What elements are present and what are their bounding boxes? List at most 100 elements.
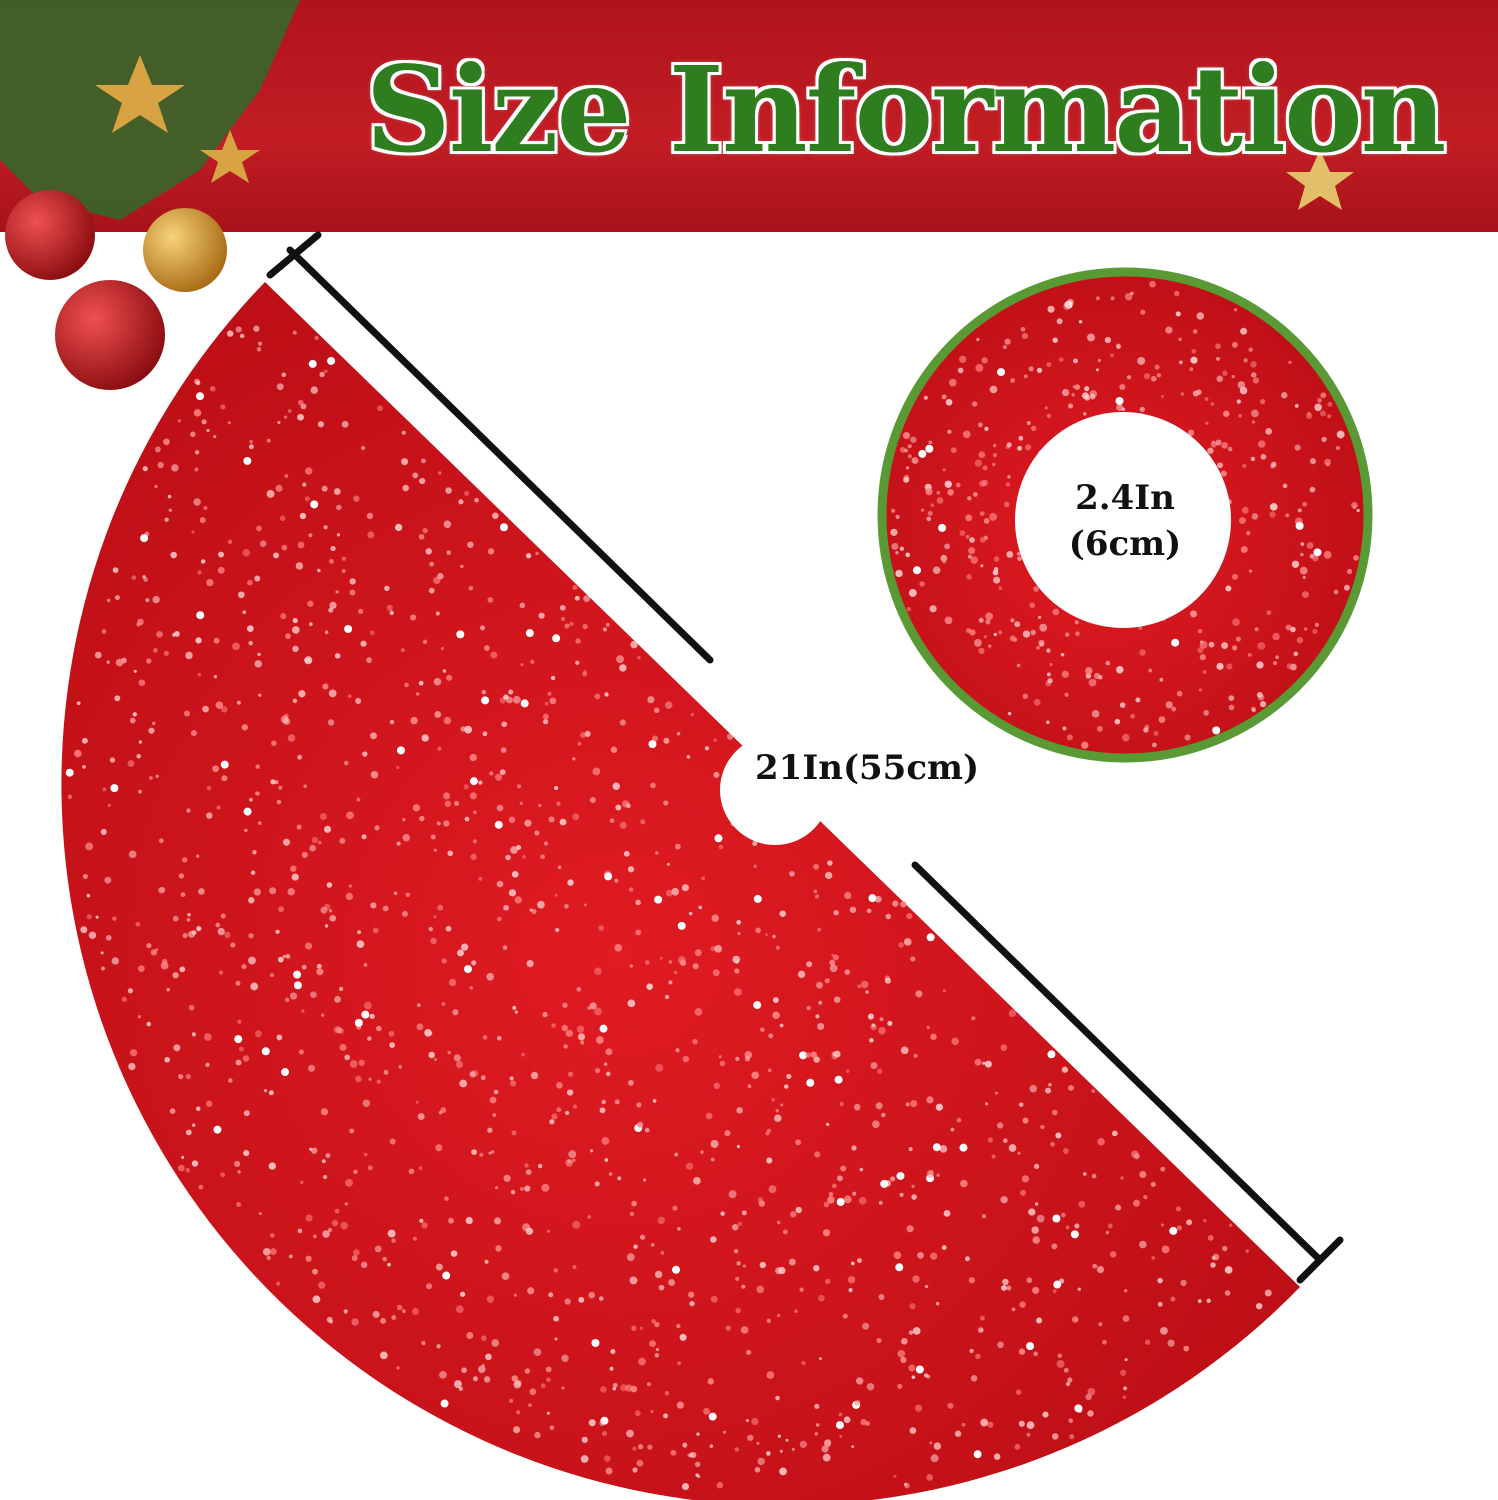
sequin — [587, 1006, 592, 1011]
sequin — [1309, 458, 1317, 465]
sequin — [1160, 1166, 1166, 1172]
sequin — [464, 490, 470, 496]
sequin — [720, 1211, 725, 1216]
sequin — [86, 914, 92, 920]
sequin — [594, 1181, 600, 1187]
sequin — [1314, 403, 1322, 412]
sequin — [304, 657, 310, 664]
sequin — [567, 879, 574, 886]
sequin — [1037, 615, 1042, 620]
sequin — [566, 1089, 574, 1096]
sequin — [464, 725, 473, 734]
sequin — [1051, 1243, 1058, 1250]
sequin — [1258, 440, 1266, 448]
sequin — [100, 828, 107, 836]
sequin — [847, 1276, 856, 1284]
sequin — [434, 711, 442, 718]
sequin — [101, 966, 105, 971]
sequin — [361, 834, 367, 840]
sequin — [512, 1005, 517, 1010]
sequin — [1256, 661, 1264, 669]
sequin — [988, 644, 992, 648]
sequin — [572, 813, 580, 821]
sequin — [1191, 348, 1197, 354]
sequin — [1157, 1277, 1163, 1284]
sequin — [374, 825, 380, 831]
sequin — [250, 870, 256, 875]
sequin — [503, 694, 509, 700]
sequin — [369, 1013, 375, 1019]
sequin — [583, 903, 587, 907]
sequin — [289, 992, 298, 1000]
sequin — [856, 1258, 862, 1264]
sequin — [1232, 618, 1240, 626]
sequin — [648, 740, 657, 749]
sequin — [280, 715, 289, 724]
sequin — [542, 713, 549, 720]
sequin — [1049, 662, 1053, 667]
sequin — [751, 1417, 759, 1426]
sequin — [530, 659, 535, 664]
sequin — [1031, 1226, 1039, 1234]
sequin — [1017, 1151, 1021, 1155]
sequin — [255, 764, 260, 769]
sequin — [453, 1054, 461, 1062]
sequin — [472, 1376, 478, 1382]
sequin — [562, 1002, 568, 1008]
sequin — [947, 1402, 954, 1409]
sequin — [1033, 586, 1039, 592]
sequin — [366, 657, 372, 664]
sequin — [862, 1322, 870, 1330]
sequin — [524, 1185, 531, 1192]
sequin — [629, 1276, 638, 1285]
sequin — [985, 612, 994, 621]
sequin — [935, 1103, 943, 1111]
sequin — [441, 958, 447, 964]
sequin — [453, 1380, 462, 1389]
sequin — [329, 909, 333, 913]
sequin — [484, 645, 490, 651]
sequin — [780, 1103, 784, 1107]
sequin — [910, 1100, 918, 1108]
sequin — [502, 945, 508, 950]
sequin — [128, 1062, 136, 1071]
sequin — [1010, 618, 1015, 623]
sequin — [508, 889, 517, 897]
sequin — [956, 1117, 962, 1123]
sequin — [428, 587, 435, 594]
sequin — [157, 461, 164, 469]
sequin — [389, 719, 395, 725]
sequin — [127, 988, 134, 994]
sequin — [1222, 1245, 1228, 1252]
sequin — [639, 1234, 646, 1240]
sequin — [270, 1233, 275, 1238]
sequin — [363, 1001, 372, 1010]
sequin — [193, 409, 202, 417]
sequin — [357, 930, 361, 935]
sequin — [713, 738, 717, 742]
sequin — [1104, 336, 1112, 344]
sequin — [387, 1262, 391, 1267]
sequin — [237, 1170, 241, 1174]
sequin — [362, 1099, 371, 1108]
sequin — [1203, 709, 1210, 716]
sequin — [198, 888, 205, 895]
sequin — [951, 1037, 959, 1046]
sequin — [417, 1003, 421, 1007]
sequin — [646, 983, 654, 991]
sequin — [232, 642, 240, 651]
sequin — [858, 1196, 867, 1205]
sequin — [106, 660, 110, 664]
sequin — [445, 925, 452, 932]
sequin — [355, 1075, 362, 1083]
sequin — [86, 893, 91, 898]
sequin — [344, 1054, 351, 1061]
sequin — [725, 1325, 731, 1331]
sequin — [884, 977, 891, 984]
sequin — [741, 1210, 747, 1216]
sequin — [972, 492, 978, 497]
sequin — [363, 1152, 368, 1157]
star-icon — [1286, 150, 1354, 210]
sequin — [234, 1035, 243, 1044]
sequin — [1250, 456, 1256, 462]
